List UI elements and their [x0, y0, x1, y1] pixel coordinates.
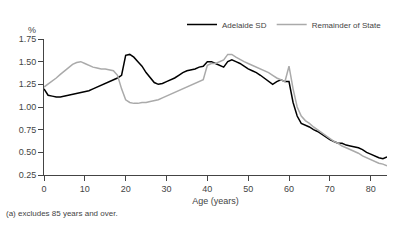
svg-text:1.00: 1.00: [19, 102, 37, 112]
svg-text:1.25: 1.25: [19, 79, 37, 89]
svg-text:0.25: 0.25: [19, 170, 37, 180]
svg-text:1.50: 1.50: [19, 57, 37, 67]
svg-text:60: 60: [284, 184, 294, 194]
svg-text:%: %: [28, 25, 36, 35]
svg-text:20: 20: [121, 184, 131, 194]
svg-text:1.75: 1.75: [19, 34, 37, 44]
svg-text:70: 70: [325, 184, 335, 194]
svg-text:(a) excludes 85 years and over: (a) excludes 85 years and over.: [6, 209, 118, 218]
svg-text:0.50: 0.50: [19, 147, 37, 157]
svg-text:10: 10: [80, 184, 90, 194]
svg-text:50: 50: [243, 184, 253, 194]
svg-text:Adelaide SD: Adelaide SD: [222, 21, 267, 30]
svg-text:0: 0: [41, 184, 46, 194]
svg-text:Remainder of State: Remainder of State: [312, 21, 381, 30]
svg-text:30: 30: [161, 184, 171, 194]
svg-text:Age (years): Age (years): [192, 196, 239, 206]
svg-text:80: 80: [366, 184, 376, 194]
svg-text:0.75: 0.75: [19, 125, 37, 135]
svg-text:40: 40: [202, 184, 212, 194]
